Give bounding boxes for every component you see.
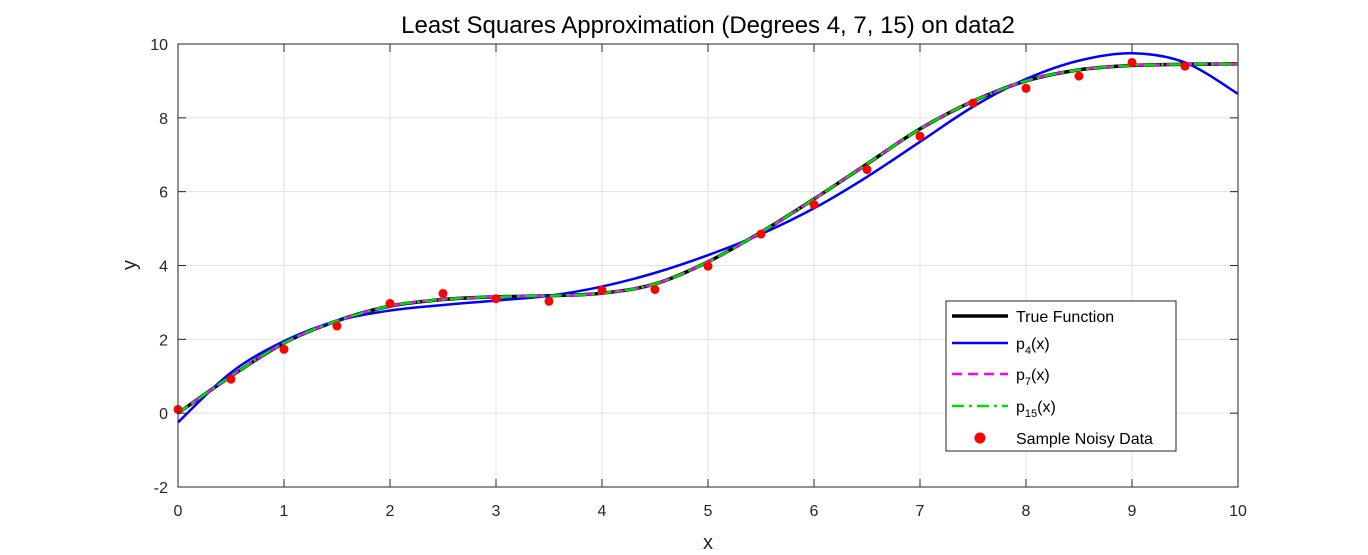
data-point <box>226 374 236 384</box>
y-tick-label: 8 <box>159 111 168 128</box>
x-tick-label: 0 <box>174 503 183 520</box>
data-point <box>1127 57 1137 67</box>
x-tick-label: 5 <box>704 503 713 520</box>
y-tick-label: 4 <box>159 259 168 276</box>
x-tick-label: 8 <box>1022 503 1031 520</box>
data-point <box>809 200 819 210</box>
data-point <box>1074 71 1084 81</box>
x-tick-label: 2 <box>386 503 395 520</box>
x-tick-label: 3 <box>492 503 501 520</box>
data-point <box>650 284 660 294</box>
x-tick-label: 10 <box>1229 503 1247 520</box>
x-tick-label: 4 <box>598 503 607 520</box>
data-point <box>915 131 925 141</box>
x-tick-label: 7 <box>916 503 925 520</box>
legend: True Function p4(x) p7(x) p15(x) Sample Nois… <box>945 300 1177 452</box>
legend-label: p7(x) <box>1016 367 1050 388</box>
data-point <box>703 261 713 271</box>
data-point <box>279 344 289 354</box>
data-point <box>1021 83 1031 93</box>
legend-label: p4(x) <box>1016 336 1050 357</box>
legend-label: p15(x) <box>1016 399 1056 420</box>
x-axis-ticks: 0 1 2 3 4 5 6 7 8 9 10 <box>174 44 1247 520</box>
data-point <box>385 299 395 309</box>
x-tick-label: 1 <box>280 503 289 520</box>
y-axis-label: y <box>119 260 141 270</box>
y-tick-label: 6 <box>159 185 168 202</box>
legend-box <box>945 300 1177 452</box>
x-tick-label: 9 <box>1128 503 1137 520</box>
data-point <box>756 229 766 239</box>
data-point <box>491 294 501 304</box>
data-point <box>862 165 872 175</box>
scatter-layer <box>173 57 1190 414</box>
series-line-3 <box>177 62 1239 415</box>
legend-marker <box>974 432 986 444</box>
data-point <box>332 321 342 331</box>
y-tick-label: -2 <box>154 480 168 497</box>
x-tick-label: 6 <box>810 503 819 520</box>
data-point <box>438 289 448 299</box>
y-tick-label: 2 <box>159 332 168 349</box>
x-axis-label: x <box>703 532 713 554</box>
data-point <box>597 285 607 295</box>
legend-label: Sample Noisy Data <box>1016 431 1153 448</box>
y-tick-label: 0 <box>159 406 168 423</box>
y-axis-ticks: -2 0 2 4 6 8 10 <box>150 37 1238 497</box>
legend-label: True Function <box>1016 309 1114 326</box>
chart-title: Least Squares Approximation (Degrees 4, … <box>401 12 1015 39</box>
data-point <box>544 296 554 306</box>
data-point <box>968 98 978 108</box>
data-point <box>1180 61 1190 71</box>
y-tick-label: 10 <box>150 37 168 54</box>
